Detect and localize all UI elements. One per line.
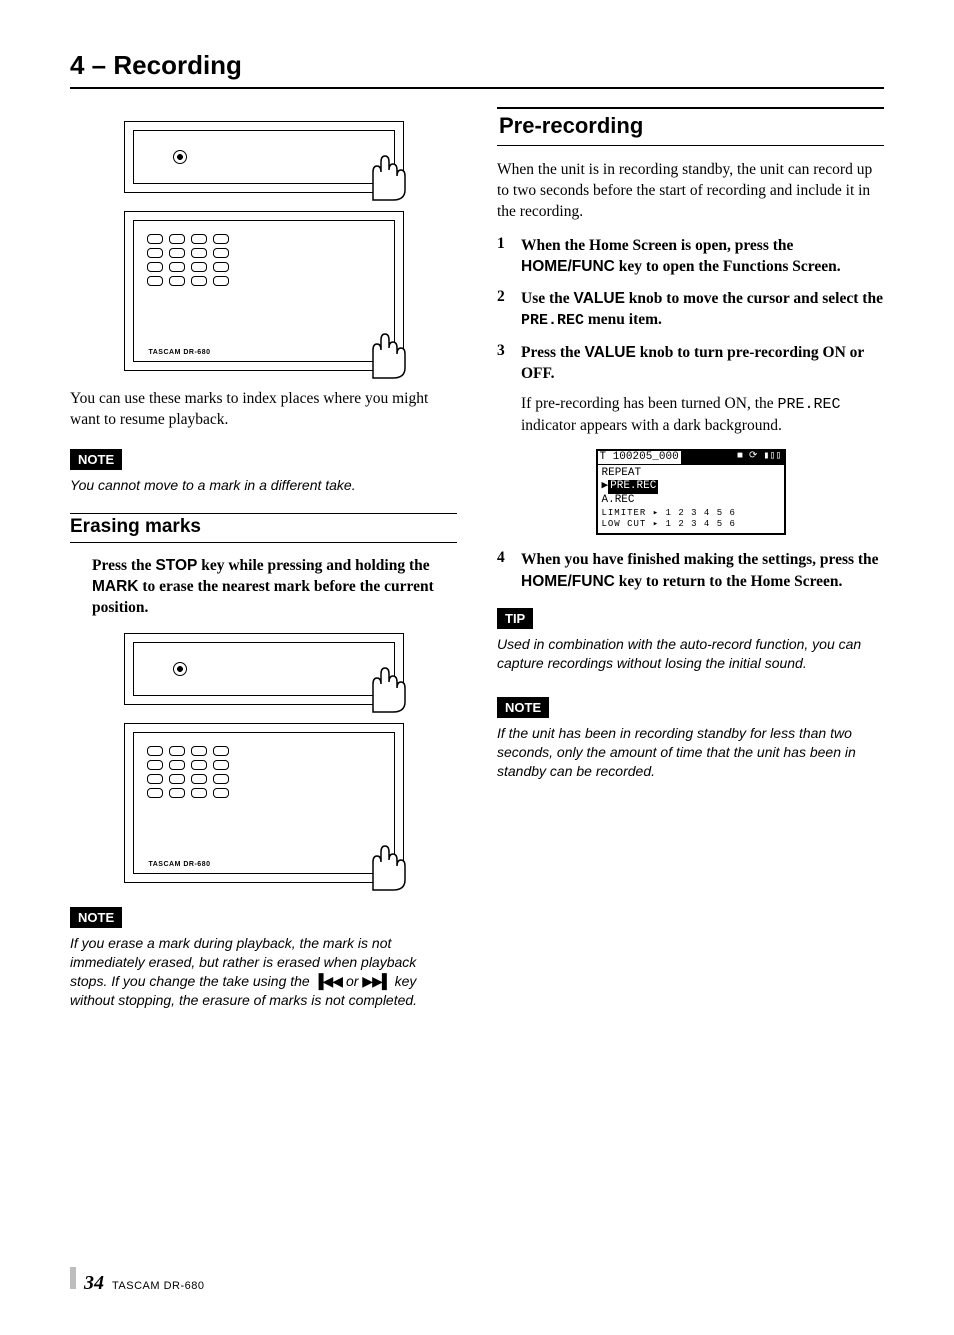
device-front-illustration: TASCAM DR-680	[124, 723, 404, 883]
sans-text: HOME/FUNC	[521, 258, 615, 275]
lcd-line-highlighted: ▶PRE.REC	[602, 480, 780, 494]
text: to erase the nearest mark before the cur…	[92, 578, 434, 616]
hand-pointer-icon	[353, 654, 413, 714]
note-text: If the unit has been in recording standb…	[497, 724, 884, 781]
note-badge: NOTE	[70, 907, 122, 928]
step-text: When the Home Screen is open, press the …	[521, 235, 884, 278]
after-step3-text: If pre-recording has been turned ON, the…	[521, 394, 884, 436]
step-number: 3	[497, 342, 511, 385]
pre-recording-heading: Pre-recording	[497, 107, 884, 146]
mark-key-label: MARK	[92, 578, 139, 595]
lcd-cursor-icon: ▶	[602, 480, 609, 492]
tip-text: Used in combination with the auto-record…	[497, 635, 884, 673]
hand-pointer-icon	[353, 142, 413, 202]
section-rule	[70, 513, 457, 514]
lcd-screenshot: T 100205_000 ■ ⟳ ▮▯▯ REPEAT ▶PRE.REC A.R…	[596, 449, 786, 536]
device-top-illustration	[124, 121, 404, 193]
step-2: 2Use the VALUE knob to move the cursor a…	[497, 288, 884, 332]
sans-text: VALUE	[574, 290, 625, 307]
erasing-instruction: Press the STOP key while pressing and ho…	[92, 555, 457, 619]
hand-pointer-icon	[353, 832, 413, 892]
step-text: Use the VALUE knob to move the cursor an…	[521, 288, 884, 332]
device-model-label: TASCAM DR-680	[149, 349, 211, 356]
pre-recording-intro: When the unit is in recording standby, t…	[497, 160, 884, 223]
text: If pre-recording has been turned ON, the	[521, 395, 778, 412]
text: key to open the Functions Screen.	[615, 258, 841, 275]
step-3: 3Press the VALUE knob to turn pre-record…	[497, 342, 884, 385]
two-column-layout: TASCAM DR-680 You can use these marks to…	[70, 107, 884, 1027]
erasing-marks-heading: Erasing marks	[70, 516, 457, 543]
product-name: TASCAM DR-680	[112, 1280, 204, 1292]
text: or	[342, 973, 362, 989]
stop-key-label: STOP	[155, 557, 197, 574]
right-column: Pre-recording When the unit is in record…	[497, 107, 884, 1027]
text: indicator appears with a dark background…	[521, 417, 782, 434]
step-number: 1	[497, 235, 511, 278]
step-text: When you have finished making the settin…	[521, 549, 884, 592]
lcd-line: LOW CUT ▸ 1 2 3 4 5 6	[602, 519, 780, 530]
note-text: You cannot move to a mark in a different…	[70, 476, 457, 495]
lcd-title-left: T 100205_000	[598, 451, 682, 464]
chapter-title: 4 – Recording	[70, 50, 884, 89]
text: When the Home Screen is open, press the	[521, 237, 793, 254]
lcd-title-right: ■ ⟳ ▮▯▯	[682, 451, 784, 464]
step-text: Press the VALUE knob to turn pre-recordi…	[521, 342, 884, 385]
text: key to return to the Home Screen.	[615, 573, 843, 590]
text: menu item.	[584, 311, 662, 328]
skip-next-icon: ▶▶▌	[362, 973, 390, 989]
text: When you have finished making the settin…	[521, 551, 879, 568]
text: knob to move the cursor and select the	[625, 290, 883, 307]
note-text: If you erase a mark during playback, the…	[70, 934, 457, 1010]
left-column: TASCAM DR-680 You can use these marks to…	[70, 107, 457, 1027]
pre-rec-code: PRE.REC	[778, 396, 841, 413]
device-front-illustration: TASCAM DR-680	[124, 211, 404, 371]
sans-text: VALUE	[584, 344, 635, 361]
skip-prev-icon: ▐◀◀	[314, 973, 342, 989]
footer-bar-icon	[70, 1267, 76, 1289]
lcd-line: A.REC	[602, 494, 780, 508]
hand-pointer-icon	[353, 320, 413, 380]
device-top-illustration	[124, 633, 404, 705]
lcd-line: LIMITER ▸ 1 2 3 4 5 6	[602, 508, 780, 519]
text: Press the	[92, 557, 155, 574]
device-model-label: TASCAM DR-680	[149, 861, 211, 868]
step-1: 1When the Home Screen is open, press the…	[497, 235, 884, 278]
lcd-highlight: PRE.REC	[608, 480, 658, 494]
step-4: 4 When you have finished making the sett…	[497, 549, 884, 592]
step-number: 2	[497, 288, 511, 332]
text: Use the	[521, 290, 574, 307]
tip-badge: TIP	[497, 608, 533, 629]
lcd-line: REPEAT	[602, 467, 780, 481]
note-badge: NOTE	[497, 697, 549, 718]
sans-text: HOME/FUNC	[521, 573, 615, 590]
text: key while pressing and holding the	[197, 557, 429, 574]
note-badge: NOTE	[70, 449, 122, 470]
steps-list: 1When the Home Screen is open, press the…	[497, 235, 884, 385]
page-footer: 34 TASCAM DR-680	[70, 1267, 204, 1295]
step-number: 4	[497, 549, 511, 592]
text: Press the	[521, 344, 584, 361]
marks-paragraph: You can use these marks to index places …	[70, 389, 457, 431]
page-number: 34	[84, 1272, 104, 1295]
mono-text: PRE.REC	[521, 312, 584, 329]
